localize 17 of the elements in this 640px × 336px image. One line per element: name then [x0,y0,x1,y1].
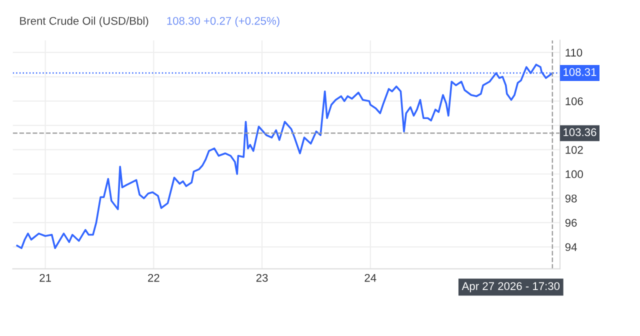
x-tick-label: 22 [148,274,160,282]
ref-line-label: 108.31 [564,68,596,76]
chart-title: Brent Crude Oil (USD/Bbl) [20,16,148,28]
y-tick-label: 94 [565,243,577,252]
text: Apr 27 2026 - 17:30 [462,282,560,292]
y-tick-label: 106 [566,97,583,106]
chart-subtitle: 108.30 +0.27 (+0.25%) [167,16,280,28]
x-tick-label: 21 [40,274,51,282]
y-tick-label: 100 [566,170,583,178]
y-tick-label: 102 [566,146,583,154]
y-tick-label: 98 [565,194,577,202]
y-tick-label: 110 [566,48,582,57]
y-tick-label: 96 [565,218,577,227]
x-tick-label: 23 [256,274,268,282]
ref-line-label: 103.36 [564,128,596,136]
line-series [16,64,554,250]
x-tick-label: 24 [364,274,376,282]
